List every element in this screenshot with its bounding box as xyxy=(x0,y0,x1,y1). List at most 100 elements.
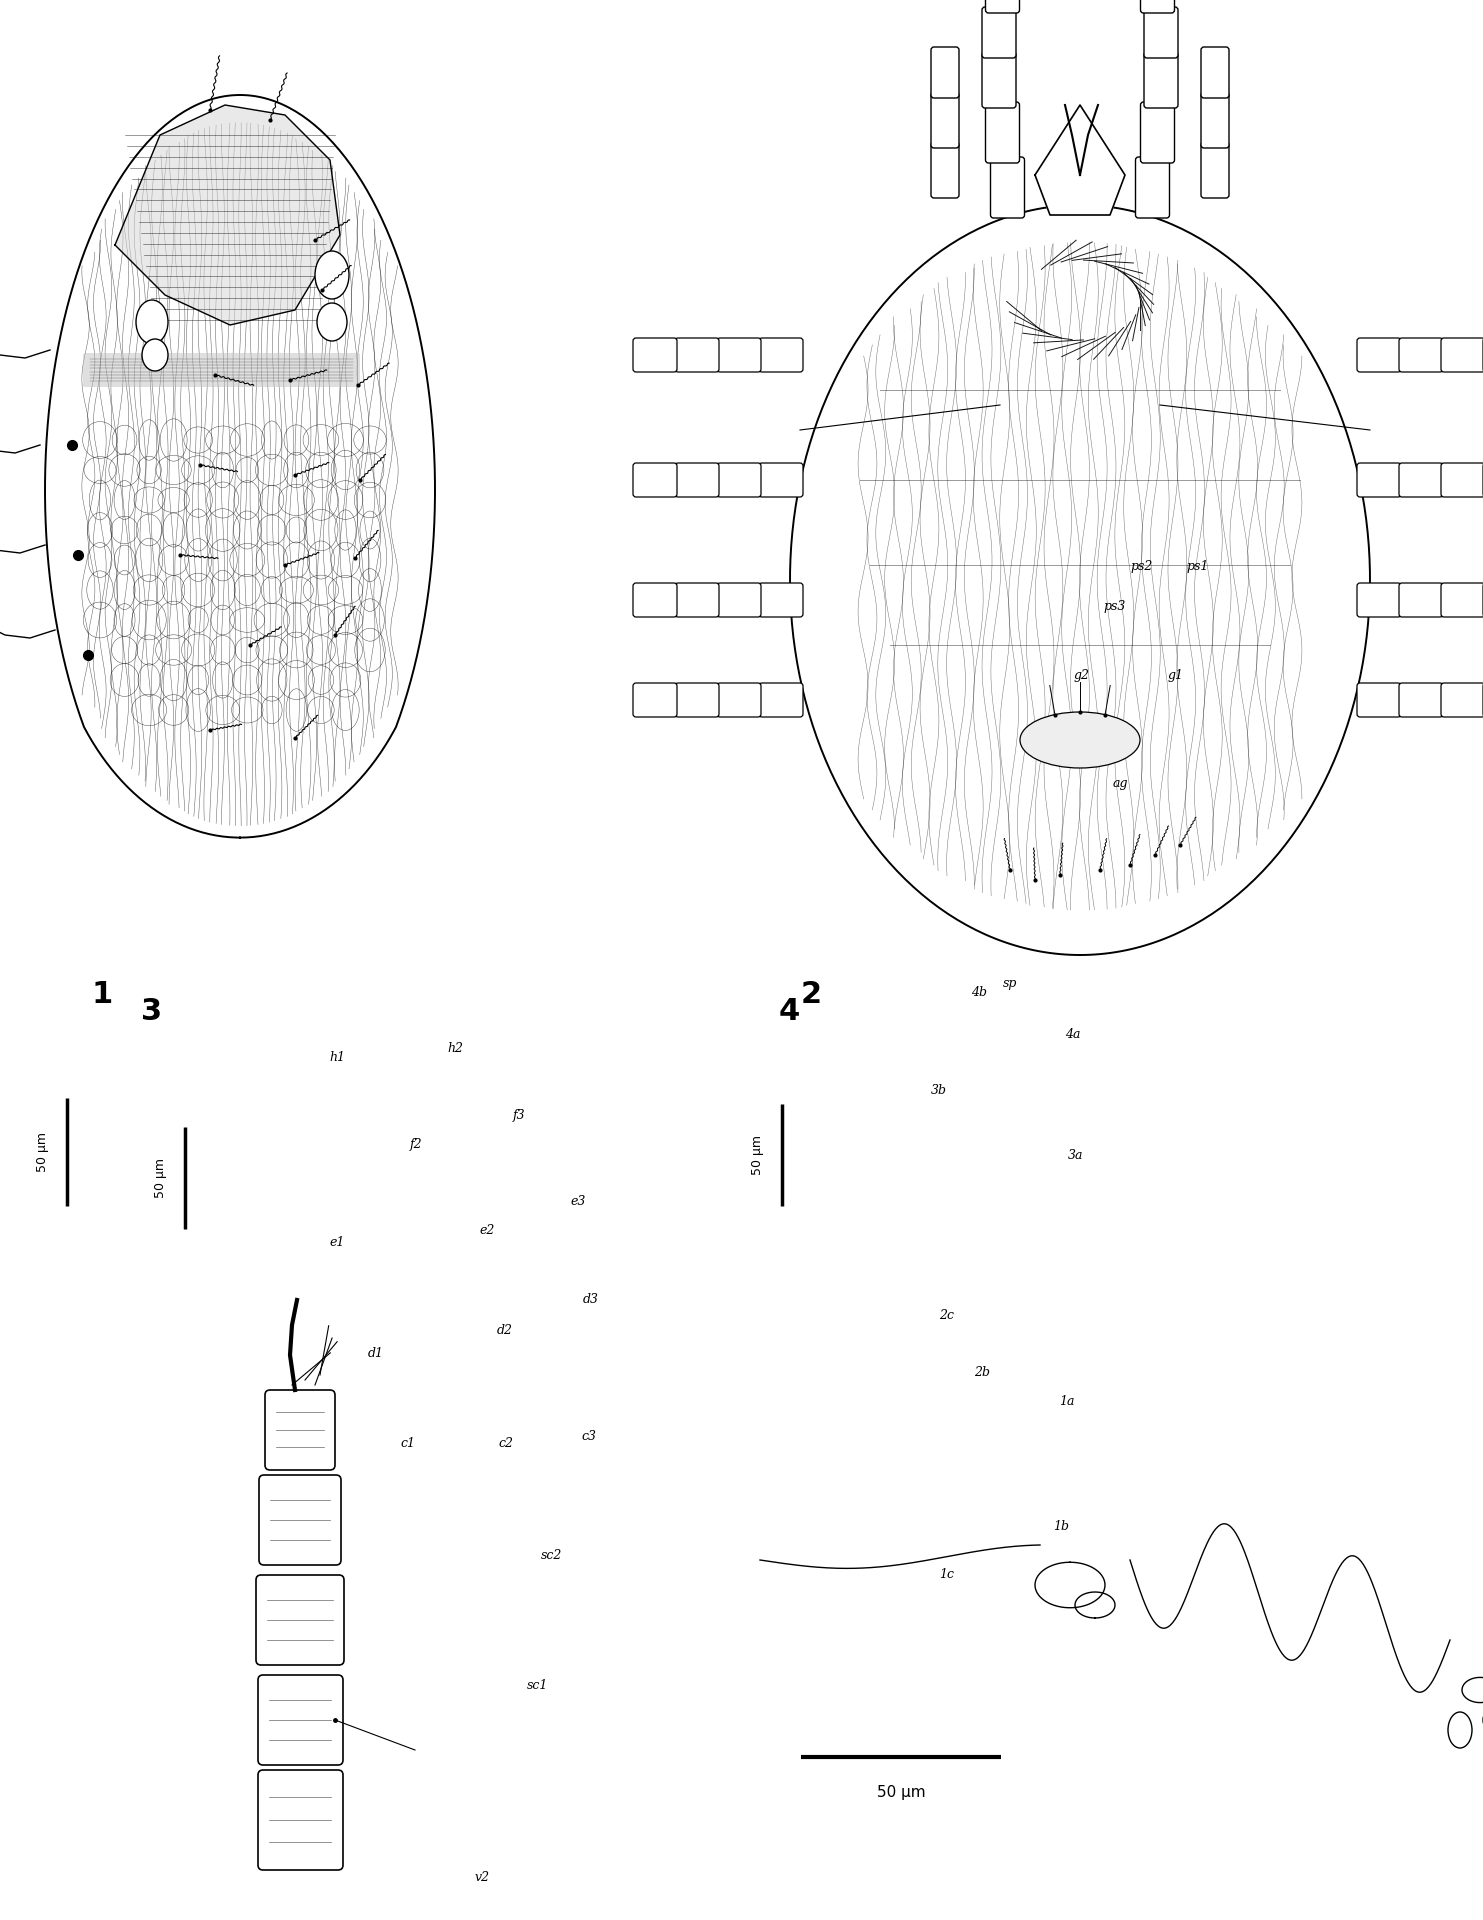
Text: 1: 1 xyxy=(92,979,113,1010)
Text: c2: c2 xyxy=(498,1438,513,1450)
FancyBboxPatch shape xyxy=(716,338,761,372)
FancyBboxPatch shape xyxy=(1398,584,1443,616)
Ellipse shape xyxy=(1447,1713,1473,1747)
Ellipse shape xyxy=(314,252,349,300)
FancyBboxPatch shape xyxy=(986,102,1019,163)
Text: 50 μm: 50 μm xyxy=(36,1133,49,1171)
Text: 50 μm: 50 μm xyxy=(876,1786,925,1799)
Text: 3a: 3a xyxy=(1068,1150,1083,1162)
Ellipse shape xyxy=(1020,712,1140,768)
FancyBboxPatch shape xyxy=(1201,92,1229,148)
Text: e2: e2 xyxy=(479,1225,494,1236)
Text: e3: e3 xyxy=(571,1196,586,1208)
Text: 3: 3 xyxy=(141,996,162,1027)
Ellipse shape xyxy=(136,300,168,344)
FancyBboxPatch shape xyxy=(1357,584,1401,616)
Text: ps2: ps2 xyxy=(1130,561,1152,572)
Text: g1: g1 xyxy=(1167,670,1183,682)
FancyBboxPatch shape xyxy=(1441,338,1483,372)
FancyBboxPatch shape xyxy=(258,1674,343,1764)
Text: 2c: 2c xyxy=(939,1309,954,1321)
Text: sc1: sc1 xyxy=(526,1680,547,1692)
FancyBboxPatch shape xyxy=(716,684,761,716)
Text: 1a: 1a xyxy=(1059,1396,1074,1407)
FancyBboxPatch shape xyxy=(675,463,719,497)
FancyBboxPatch shape xyxy=(931,92,960,148)
FancyBboxPatch shape xyxy=(1357,684,1401,716)
FancyBboxPatch shape xyxy=(258,1770,343,1870)
FancyBboxPatch shape xyxy=(257,1574,344,1665)
FancyBboxPatch shape xyxy=(1441,684,1483,716)
FancyBboxPatch shape xyxy=(1136,157,1170,219)
Text: ps1: ps1 xyxy=(1186,561,1209,572)
FancyBboxPatch shape xyxy=(716,463,761,497)
FancyBboxPatch shape xyxy=(1398,463,1443,497)
Text: 50 μm: 50 μm xyxy=(154,1158,168,1198)
Text: c1: c1 xyxy=(400,1438,415,1450)
Ellipse shape xyxy=(317,303,347,342)
Text: f2: f2 xyxy=(409,1139,423,1150)
FancyBboxPatch shape xyxy=(633,584,678,616)
Text: 3b: 3b xyxy=(931,1085,948,1096)
Text: v2: v2 xyxy=(475,1872,489,1884)
FancyBboxPatch shape xyxy=(759,584,802,616)
Text: d3: d3 xyxy=(583,1294,599,1306)
FancyBboxPatch shape xyxy=(931,142,960,198)
FancyBboxPatch shape xyxy=(1201,142,1229,198)
FancyBboxPatch shape xyxy=(260,1475,341,1565)
Text: sp: sp xyxy=(1003,977,1017,989)
FancyBboxPatch shape xyxy=(1398,684,1443,716)
FancyBboxPatch shape xyxy=(986,0,1019,13)
FancyBboxPatch shape xyxy=(675,338,719,372)
FancyBboxPatch shape xyxy=(1357,338,1401,372)
FancyBboxPatch shape xyxy=(675,684,719,716)
FancyBboxPatch shape xyxy=(633,463,678,497)
Text: 1c: 1c xyxy=(939,1569,954,1580)
Polygon shape xyxy=(44,94,435,837)
FancyBboxPatch shape xyxy=(1201,46,1229,98)
Text: 4b: 4b xyxy=(971,987,988,998)
FancyBboxPatch shape xyxy=(1140,0,1175,13)
Text: d2: d2 xyxy=(497,1325,513,1336)
Text: ps3: ps3 xyxy=(1103,601,1126,612)
FancyBboxPatch shape xyxy=(1143,8,1178,58)
Text: e1: e1 xyxy=(329,1236,344,1248)
FancyBboxPatch shape xyxy=(83,353,360,388)
FancyBboxPatch shape xyxy=(982,8,1016,58)
FancyBboxPatch shape xyxy=(991,157,1025,219)
Polygon shape xyxy=(790,205,1370,954)
FancyBboxPatch shape xyxy=(1143,52,1178,108)
FancyBboxPatch shape xyxy=(1441,463,1483,497)
FancyBboxPatch shape xyxy=(716,584,761,616)
FancyBboxPatch shape xyxy=(759,684,802,716)
Text: 2b: 2b xyxy=(974,1367,991,1379)
Text: 4a: 4a xyxy=(1065,1029,1080,1041)
Text: f3: f3 xyxy=(513,1110,526,1121)
FancyBboxPatch shape xyxy=(931,46,960,98)
Text: 1b: 1b xyxy=(1053,1521,1069,1532)
Text: g2: g2 xyxy=(1074,670,1090,682)
Text: c3: c3 xyxy=(581,1430,596,1442)
FancyBboxPatch shape xyxy=(1441,584,1483,616)
FancyBboxPatch shape xyxy=(265,1390,335,1471)
FancyBboxPatch shape xyxy=(1140,102,1175,163)
Polygon shape xyxy=(116,106,340,324)
Text: d1: d1 xyxy=(368,1348,384,1359)
FancyBboxPatch shape xyxy=(759,463,802,497)
Text: 4: 4 xyxy=(779,996,799,1027)
Polygon shape xyxy=(1035,106,1126,215)
Ellipse shape xyxy=(142,340,168,371)
Text: h1: h1 xyxy=(329,1052,346,1064)
Text: sc2: sc2 xyxy=(541,1549,562,1561)
FancyBboxPatch shape xyxy=(982,52,1016,108)
FancyBboxPatch shape xyxy=(1398,338,1443,372)
FancyBboxPatch shape xyxy=(759,338,802,372)
Text: ag: ag xyxy=(1112,778,1127,789)
Text: 50 μm: 50 μm xyxy=(750,1135,764,1175)
FancyBboxPatch shape xyxy=(675,584,719,616)
FancyBboxPatch shape xyxy=(633,338,678,372)
Text: h2: h2 xyxy=(448,1043,464,1054)
FancyBboxPatch shape xyxy=(1357,463,1401,497)
FancyBboxPatch shape xyxy=(633,684,678,716)
Text: 2: 2 xyxy=(801,979,822,1010)
